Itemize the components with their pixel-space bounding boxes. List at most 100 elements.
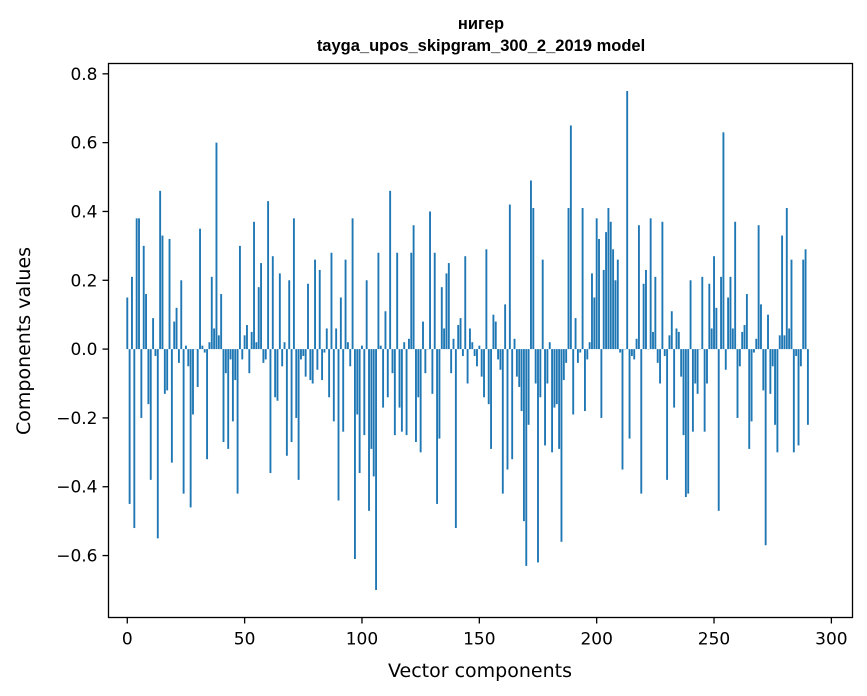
bar-33: [203, 349, 206, 353]
bar-68: [285, 349, 288, 456]
bar-75: [302, 349, 305, 356]
bar-289: [804, 249, 807, 350]
bar-113: [391, 349, 394, 374]
bar-110: [384, 311, 387, 350]
bar-96: [351, 218, 354, 350]
bar-164: [511, 349, 514, 460]
bar-9: [147, 349, 150, 405]
bar-202: [600, 349, 603, 418]
bar-141: [457, 325, 460, 350]
chart-title-line2: tayga_upos_skipgram_300_2_2019 model: [317, 37, 645, 55]
bar-211: [621, 349, 624, 470]
chart-title-line1: нигер: [458, 15, 504, 33]
bar-73: [297, 349, 300, 480]
bar-275: [771, 349, 774, 367]
bar-219: [640, 349, 643, 494]
bar-146: [469, 328, 471, 350]
bar-67: [283, 342, 286, 350]
bar-85: [325, 328, 328, 350]
bar-185: [560, 349, 563, 542]
bar-235: [677, 331, 680, 350]
bar-236: [680, 349, 683, 377]
y-tick-label: 0.8: [70, 65, 97, 85]
bar-208: [614, 280, 617, 350]
bar-88: [332, 349, 335, 422]
bar-126: [422, 321, 424, 350]
bar-81: [316, 349, 319, 370]
bar-138: [450, 349, 453, 374]
bar-191: [574, 318, 577, 350]
bar-61: [269, 349, 272, 473]
x-tick-label: 50: [234, 630, 256, 650]
bar-209: [616, 259, 619, 350]
y-tick-label: 0.2: [70, 271, 97, 291]
bar-4: [135, 218, 138, 350]
bar-48: [238, 245, 241, 350]
bar-178: [544, 349, 546, 446]
x-axis-ticks: 0 50 100 150 200 250 300: [122, 617, 848, 650]
bar-176: [539, 349, 542, 398]
bar-241: [691, 349, 694, 432]
bar-123: [415, 349, 417, 443]
bar-240: [689, 280, 692, 350]
bar-84: [323, 349, 326, 353]
bar-115: [396, 252, 399, 350]
bar-40: [220, 294, 223, 350]
bar-149: [476, 349, 478, 367]
bar-26: [187, 349, 190, 367]
bar-119: [405, 349, 408, 436]
bar-190: [572, 349, 575, 415]
bar-100: [361, 345, 363, 350]
bar-272: [764, 349, 767, 546]
bar-266: [750, 349, 753, 422]
bar-134: [440, 287, 443, 350]
bar-172: [530, 180, 532, 350]
bar-46: [234, 349, 237, 381]
bar-109: [382, 349, 385, 408]
bar-60: [267, 201, 270, 350]
bar-122: [412, 225, 415, 350]
bar-271: [762, 349, 765, 391]
bar-238: [684, 349, 687, 498]
bar-136: [445, 273, 448, 350]
bar-277: [776, 349, 779, 453]
bar-47: [236, 349, 239, 494]
bar-139: [452, 338, 455, 350]
bar-34: [206, 349, 209, 460]
bar-92: [342, 349, 345, 432]
bar-168: [520, 349, 523, 412]
bar-229: [663, 349, 666, 356]
bar-159: [499, 349, 502, 370]
bar-153: [485, 249, 488, 350]
bar-42: [224, 349, 227, 374]
bar-147: [471, 342, 474, 350]
bar-231: [668, 335, 671, 350]
bar-156: [492, 314, 495, 350]
bar-218: [637, 225, 640, 350]
y-axis-ticks: −0.6 −0.4 −0.2 0.0 0.2 0.4 0.6 0.8: [56, 65, 109, 567]
bar-18: [168, 238, 171, 350]
bar-31: [199, 228, 201, 350]
bars-group: [126, 91, 809, 590]
bar-214: [628, 349, 631, 439]
bar-116: [398, 349, 401, 408]
x-tick-label: 250: [698, 630, 730, 650]
bar-0: [126, 297, 129, 350]
bar-76: [304, 349, 307, 377]
bar-118: [403, 342, 406, 350]
bar-127: [424, 349, 427, 374]
bar-105: [372, 349, 375, 477]
bar-32: [201, 345, 204, 350]
bar-135: [443, 328, 446, 350]
x-axis-label: Vector components: [388, 660, 572, 682]
bar-288: [802, 259, 805, 350]
bar-157: [494, 321, 497, 350]
bar-148: [473, 349, 476, 356]
bar-23: [180, 280, 183, 350]
bar-10: [149, 349, 152, 480]
bar-158: [497, 349, 500, 360]
bar-173: [532, 208, 535, 350]
bar-198: [591, 273, 593, 350]
bar-25: [185, 345, 187, 350]
bar-80: [314, 259, 316, 350]
